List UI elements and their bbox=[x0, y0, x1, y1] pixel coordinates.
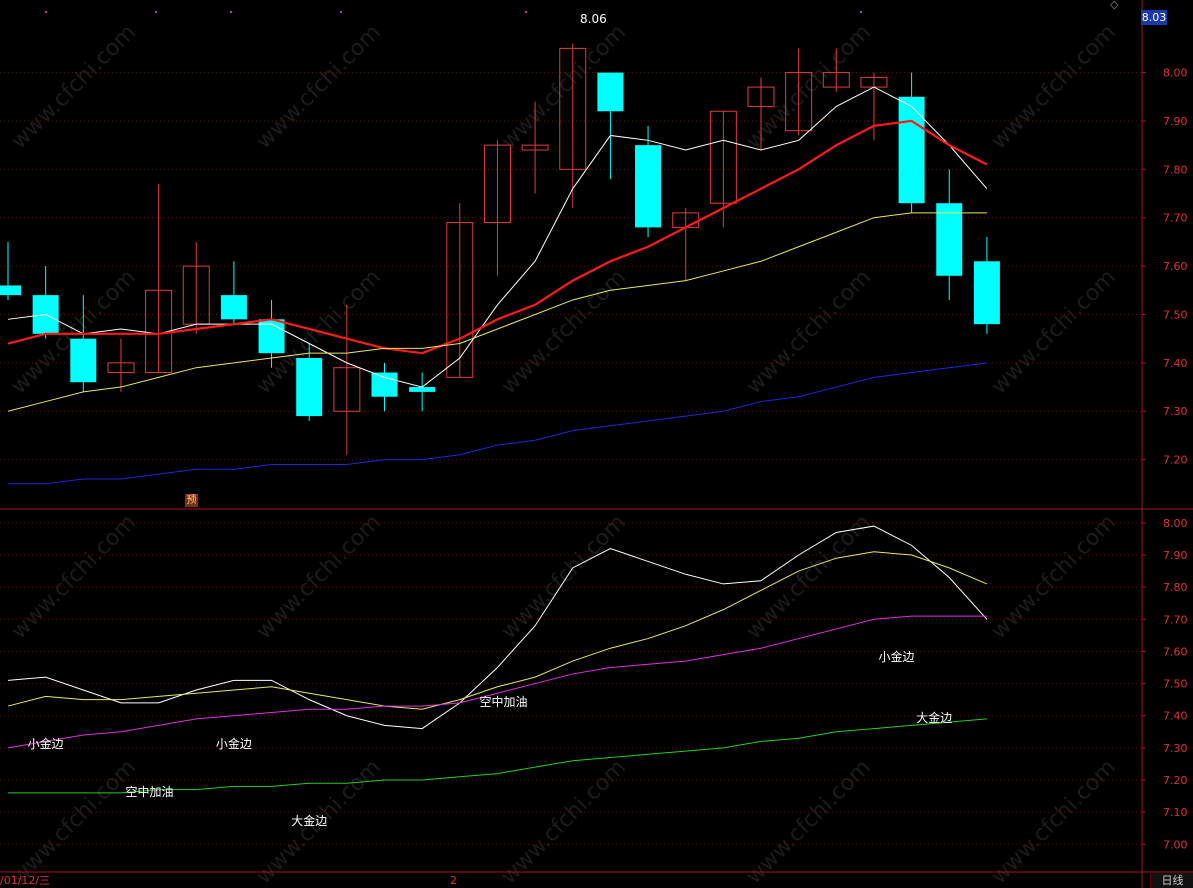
watermark-text: www.cfchi.com bbox=[742, 265, 876, 399]
tick-label: 7.20 bbox=[1163, 454, 1188, 467]
tick-label: 7.40 bbox=[1163, 357, 1188, 370]
top-marker-dot bbox=[525, 11, 527, 13]
tick-label: 7.70 bbox=[1163, 613, 1188, 626]
top-marker-dot bbox=[340, 11, 342, 13]
candle-body-down bbox=[936, 203, 963, 276]
tick-label: 8.00 bbox=[1163, 67, 1188, 80]
date-label: /01/12/三 bbox=[0, 874, 51, 887]
current-price-badge: 8.03 bbox=[1141, 10, 1167, 25]
candle-body-down bbox=[70, 338, 97, 383]
candle-body-down bbox=[635, 145, 662, 228]
watermark-text: www.cfchi.com bbox=[252, 510, 386, 644]
indicator-annotation: 空中加油 bbox=[479, 694, 527, 709]
diamond-icon[interactable]: ◇ bbox=[1110, 0, 1119, 11]
top-marker-dot bbox=[155, 11, 157, 13]
watermark-text: www.cfchi.com bbox=[987, 265, 1121, 399]
watermark-text: www.cfchi.com bbox=[497, 755, 631, 888]
top-marker-dot bbox=[45, 11, 47, 13]
indicator-annotation: 大金边 bbox=[291, 813, 327, 828]
candle-body-down bbox=[296, 358, 323, 417]
indicator-panel[interactable] bbox=[7, 525, 988, 794]
candle-body-down bbox=[597, 72, 624, 112]
indicator-annotation: 小金边 bbox=[28, 736, 64, 751]
candle-body-up bbox=[107, 362, 135, 374]
forecast-badge[interactable]: 预 bbox=[185, 494, 198, 507]
tick-label: 7.50 bbox=[1163, 308, 1188, 321]
candle-body-up bbox=[709, 110, 737, 204]
watermark-text: www.cfchi.com bbox=[7, 510, 141, 644]
tick-label: 7.90 bbox=[1163, 115, 1188, 128]
watermark-text: www.cfchi.com bbox=[7, 20, 141, 154]
tick-label: 7.90 bbox=[1163, 549, 1188, 562]
candle-body-down bbox=[371, 372, 398, 397]
price-panel[interactable] bbox=[0, 43, 1000, 485]
watermark-text: www.cfchi.com bbox=[252, 20, 386, 154]
tick-label: 7.40 bbox=[1163, 710, 1188, 723]
candle-body-down bbox=[973, 261, 1000, 325]
date-cursor-label: 2 bbox=[450, 874, 457, 887]
moving-average-line bbox=[7, 212, 987, 412]
high-price-marker: 8.06 bbox=[580, 12, 607, 26]
tick-label: 7.30 bbox=[1163, 405, 1188, 418]
tick-label: 7.50 bbox=[1163, 678, 1188, 691]
tick-label: 7.60 bbox=[1163, 645, 1188, 658]
tick-label: 7.80 bbox=[1163, 581, 1188, 594]
indicator-annotation: 小金边 bbox=[216, 736, 252, 751]
watermark-text: www.cfchi.com bbox=[742, 755, 876, 888]
indicator-annotation: 空中加油 bbox=[126, 784, 174, 799]
top-marker-dot bbox=[860, 11, 862, 13]
candle-body-up bbox=[559, 47, 587, 170]
tick-label: 7.60 bbox=[1163, 260, 1188, 273]
watermark-text: www.cfchi.com bbox=[497, 265, 631, 399]
candle-body-up bbox=[822, 72, 850, 88]
candle-body-down bbox=[258, 319, 285, 354]
indicator-annotation: 大金边 bbox=[916, 710, 952, 725]
tick-label: 7.30 bbox=[1163, 742, 1188, 755]
candle-body-up bbox=[747, 86, 775, 107]
candle-body-down bbox=[0, 285, 21, 296]
indicator-annotation: 小金边 bbox=[879, 649, 915, 664]
tick-label: 7.00 bbox=[1163, 838, 1188, 851]
tick-label: 7.80 bbox=[1163, 163, 1188, 176]
indicator-line bbox=[8, 718, 987, 794]
indicator-line bbox=[7, 525, 988, 730]
candle-body-up bbox=[483, 144, 511, 224]
candle-body-up bbox=[446, 222, 474, 378]
watermark-text: www.cfchi.com bbox=[497, 510, 631, 644]
indicator-line bbox=[7, 615, 987, 749]
top-marker-dot bbox=[230, 11, 232, 13]
candle-body-down bbox=[220, 295, 247, 320]
watermark-text: www.cfchi.com bbox=[987, 20, 1121, 154]
candle-body-up bbox=[333, 367, 361, 412]
candle-body-up bbox=[785, 72, 813, 132]
watermark-text: www.cfchi.com bbox=[7, 755, 141, 888]
candle-body-down bbox=[409, 387, 436, 392]
candle-body-down bbox=[898, 96, 925, 204]
moving-average-line bbox=[8, 362, 987, 485]
price-axis-ticks: 8.00 7.90 7.80 7.70 7.60 7.50 7.40 7.30 7.20 8.00… bbox=[1142, 67, 1188, 851]
moving-average-line bbox=[7, 86, 988, 388]
watermark-text: www.cfchi.com bbox=[987, 755, 1121, 888]
watermark-text: www.cfchi.com bbox=[987, 510, 1121, 644]
tick-label: 7.10 bbox=[1163, 806, 1188, 819]
grid-lines bbox=[0, 11, 1142, 845]
period-selector[interactable]: 日线 bbox=[1150, 873, 1193, 888]
indicator-line bbox=[7, 551, 988, 710]
tick-label: 8.00 bbox=[1163, 517, 1188, 530]
moving-average-line bbox=[7, 119, 988, 355]
tick-label: 7.70 bbox=[1163, 212, 1188, 225]
tick-label: 7.20 bbox=[1163, 774, 1188, 787]
candle-body-up bbox=[521, 144, 549, 151]
